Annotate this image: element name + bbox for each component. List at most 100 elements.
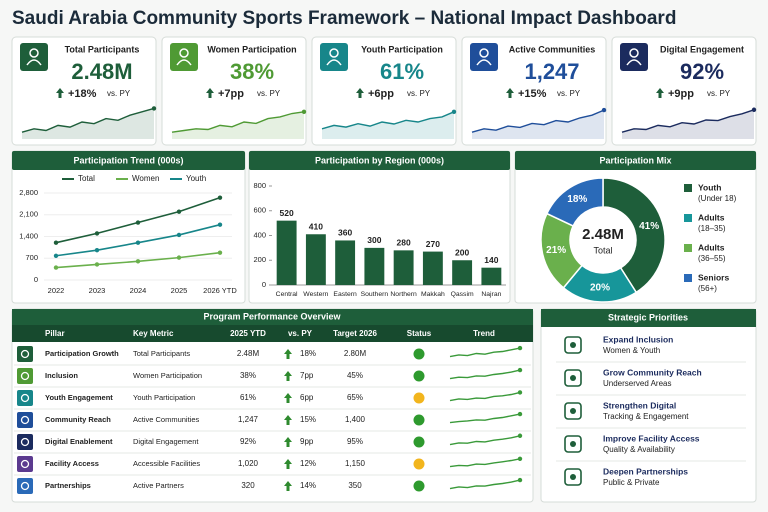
line-point [217, 195, 223, 200]
panel-title: Participation Trend (000s) [73, 155, 183, 165]
sparkline-end [601, 107, 607, 113]
column-header: Pillar [45, 329, 65, 338]
slice-label: 41% [639, 221, 659, 232]
kpi-value: 2.48M [71, 59, 132, 84]
row-icon [17, 478, 33, 494]
pillar: Community Reach [45, 415, 111, 424]
bar-value-label: 360 [338, 228, 352, 238]
row-icon-glyph [20, 349, 30, 359]
status-dot [413, 414, 425, 426]
vs-py: 14% [300, 481, 316, 490]
up-arrow [284, 437, 292, 447]
y-tick-label: 0 [262, 280, 266, 289]
priority-icon-glyph [570, 342, 576, 348]
sparkline [449, 391, 521, 402]
key-metric: Total Participants [133, 349, 190, 358]
line-point [94, 231, 100, 236]
up-arrow [656, 88, 664, 98]
table-header-row [12, 325, 533, 342]
key-metric: Accessible Facilities [133, 459, 200, 468]
kpi-icon-glyph [26, 59, 42, 66]
legend-label: Seniors [698, 272, 729, 282]
row-icon-glyph [20, 393, 30, 403]
priority-sub: Underserved Areas [603, 379, 671, 388]
legend-label: Total [78, 174, 95, 183]
y-tick-label: 700 [25, 253, 38, 262]
legend-label: Youth [186, 174, 206, 183]
bar [422, 251, 443, 285]
vs-py: 7pp [300, 371, 314, 380]
sparkline-end [301, 109, 307, 115]
target: 350 [348, 481, 362, 490]
priority-icon [564, 468, 582, 486]
line-point [53, 253, 59, 258]
sparkline-end [451, 109, 457, 115]
status-dot [413, 458, 425, 470]
up-arrow [284, 481, 292, 491]
bar-value-label: 280 [397, 238, 411, 248]
vs-py: 9pp [300, 437, 314, 446]
up-arrow [206, 88, 214, 98]
line-point [176, 232, 182, 238]
ytd-value: 2.48M [237, 349, 260, 358]
legend-sublabel: (18–35) [698, 224, 726, 233]
sparkline-end [151, 106, 157, 111]
status-dot [413, 436, 425, 448]
legend-label: Adults [698, 212, 725, 222]
bar-value-label: 200 [455, 248, 469, 258]
legend-sublabel: (Under 18) [698, 194, 737, 203]
bar [276, 220, 297, 285]
sparkline-end [517, 477, 523, 483]
key-metric: Youth Participation [133, 393, 195, 402]
line-point [53, 265, 59, 270]
line-point [53, 240, 59, 245]
bar [452, 260, 473, 285]
kpi-value: 38% [230, 59, 274, 84]
x-tick-label: Northern [390, 291, 417, 298]
row-icon [17, 456, 33, 472]
kpi-value: 92% [680, 59, 724, 84]
x-tick-label: Southern [361, 291, 389, 298]
priority-icon-glyph [570, 375, 576, 381]
priority-icon [564, 402, 582, 420]
target: 45% [347, 371, 363, 380]
panel-header [515, 151, 756, 170]
key-metric: Women Participation [133, 371, 202, 380]
bar [305, 234, 326, 285]
status-dot [413, 392, 425, 404]
sparkline-area [622, 109, 754, 139]
x-tick-label: Central [276, 291, 298, 298]
row-icon [17, 434, 33, 450]
target: 1,150 [345, 459, 366, 468]
priorities-title: Strategic Priorities [608, 312, 688, 322]
sparkline-area [22, 108, 154, 139]
line-point [135, 220, 141, 225]
key-metric: Active Communities [133, 415, 200, 424]
bar-value-label: 140 [484, 255, 498, 265]
x-tick-label: Najran [481, 291, 501, 298]
line-point [176, 209, 182, 214]
sparkline [449, 479, 521, 490]
kpi-icon-glyph [629, 48, 639, 58]
priority-icon-glyph [570, 474, 576, 480]
row-icon-glyph [20, 437, 30, 447]
legend-sublabel: (36–55) [698, 254, 726, 263]
up-arrow [284, 349, 292, 359]
kpi-vs: vs. PY [257, 89, 281, 98]
ytd-value: 92% [240, 437, 256, 446]
kpi-vs: vs. PY [707, 89, 731, 98]
row-icon-glyph [20, 459, 30, 469]
y-tick-label: 0 [34, 275, 38, 284]
sparkline [449, 435, 521, 446]
slice-label: 18% [567, 194, 587, 205]
kpi-change: +15% [518, 88, 547, 100]
sparkline-end [517, 345, 523, 351]
sparkline [321, 111, 455, 130]
bar [364, 247, 385, 285]
column-header: Status [407, 329, 432, 338]
key-metric: Digital Engagement [133, 437, 199, 446]
priority-sub: Quality & Availability [603, 445, 675, 454]
pillar: Participation Growth [45, 349, 119, 358]
y-tick-label: 600 [253, 206, 266, 215]
sparkline [449, 413, 521, 424]
